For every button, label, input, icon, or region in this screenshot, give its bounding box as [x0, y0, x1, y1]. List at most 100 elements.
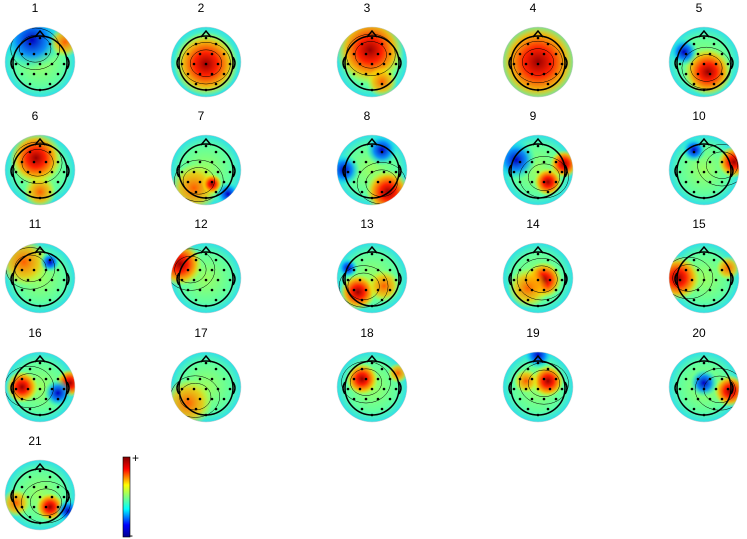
electrode — [394, 278, 398, 282]
electrode — [546, 42, 550, 46]
electrode — [214, 258, 218, 262]
electrode — [32, 160, 36, 164]
outline — [170, 242, 242, 314]
topoplot: 5 — [668, 1, 740, 98]
contour — [171, 375, 220, 418]
ear-right — [564, 272, 568, 286]
electrode — [712, 407, 716, 411]
nose — [200, 29, 212, 38]
electrode — [38, 304, 42, 308]
electrode — [56, 72, 60, 76]
electrode — [684, 288, 688, 292]
electrode — [720, 288, 724, 292]
electrode — [542, 160, 546, 164]
electrode — [62, 278, 66, 282]
electrode — [222, 180, 226, 184]
electrode — [360, 150, 364, 154]
electrode — [530, 288, 534, 292]
topoplot: 14 — [502, 217, 574, 314]
electrode — [20, 377, 24, 381]
electrode — [210, 288, 214, 292]
electrode — [678, 387, 682, 391]
electrode — [26, 278, 30, 282]
ear-right — [66, 489, 70, 503]
electrode — [692, 407, 696, 411]
electrode — [28, 190, 32, 194]
electrode — [20, 288, 24, 292]
electrode — [702, 62, 706, 66]
nose — [698, 245, 710, 254]
electrode — [678, 278, 682, 282]
electrode — [702, 144, 706, 148]
electrode — [394, 170, 398, 174]
map — [171, 243, 241, 313]
electrode — [554, 72, 558, 76]
electrode — [228, 62, 232, 66]
electrode — [524, 170, 528, 174]
electrode — [214, 82, 218, 86]
electrode — [370, 170, 374, 174]
electrode — [26, 170, 30, 174]
ear-right — [232, 56, 236, 70]
electrode — [708, 288, 712, 292]
electrode — [560, 278, 564, 282]
electrode — [526, 367, 530, 371]
electrode — [714, 62, 718, 66]
ear-left — [176, 56, 180, 70]
contour — [338, 265, 389, 308]
electrode — [32, 268, 36, 272]
electrode — [210, 377, 214, 381]
contour — [190, 49, 222, 77]
electrode — [56, 268, 60, 272]
map-blob — [171, 243, 202, 286]
contour — [513, 40, 563, 84]
electrode — [194, 82, 198, 86]
electrode — [364, 397, 368, 401]
contour — [30, 488, 62, 516]
outline — [668, 134, 740, 206]
electrode — [542, 377, 546, 381]
ear-left — [674, 381, 678, 395]
electrode — [530, 160, 534, 164]
nose — [698, 29, 710, 38]
electrode — [542, 268, 546, 272]
electrode — [186, 288, 190, 292]
electrode — [210, 268, 214, 272]
electrode — [530, 268, 534, 272]
map-blob — [337, 27, 404, 84]
electrode — [518, 52, 522, 56]
outline — [336, 242, 408, 314]
electrode — [690, 62, 694, 66]
electrode — [50, 278, 54, 282]
electrode — [690, 387, 694, 391]
ear-left — [10, 381, 14, 395]
electrode — [560, 170, 564, 174]
electrode — [194, 150, 198, 154]
panel-label: 5 — [696, 1, 703, 15]
electrode — [548, 170, 552, 174]
electrode — [48, 42, 52, 46]
outline — [502, 134, 574, 206]
electrode — [48, 82, 52, 86]
ear-left — [508, 381, 512, 395]
outline — [336, 351, 408, 423]
colorbar-max: + — [132, 451, 139, 465]
electrode — [216, 170, 220, 174]
electrode — [536, 88, 540, 92]
electrode — [210, 397, 214, 401]
electrode — [358, 278, 362, 282]
electrode — [364, 72, 368, 76]
electrode — [192, 62, 196, 66]
electrode — [526, 258, 530, 262]
electrode — [370, 304, 374, 308]
electrode — [48, 258, 52, 262]
electrode — [222, 397, 226, 401]
electrode — [726, 278, 730, 282]
electrode — [692, 367, 696, 371]
electrode — [48, 407, 52, 411]
electrode — [14, 387, 18, 391]
electrode — [692, 82, 696, 86]
electrode — [28, 367, 32, 371]
electrode — [214, 190, 218, 194]
